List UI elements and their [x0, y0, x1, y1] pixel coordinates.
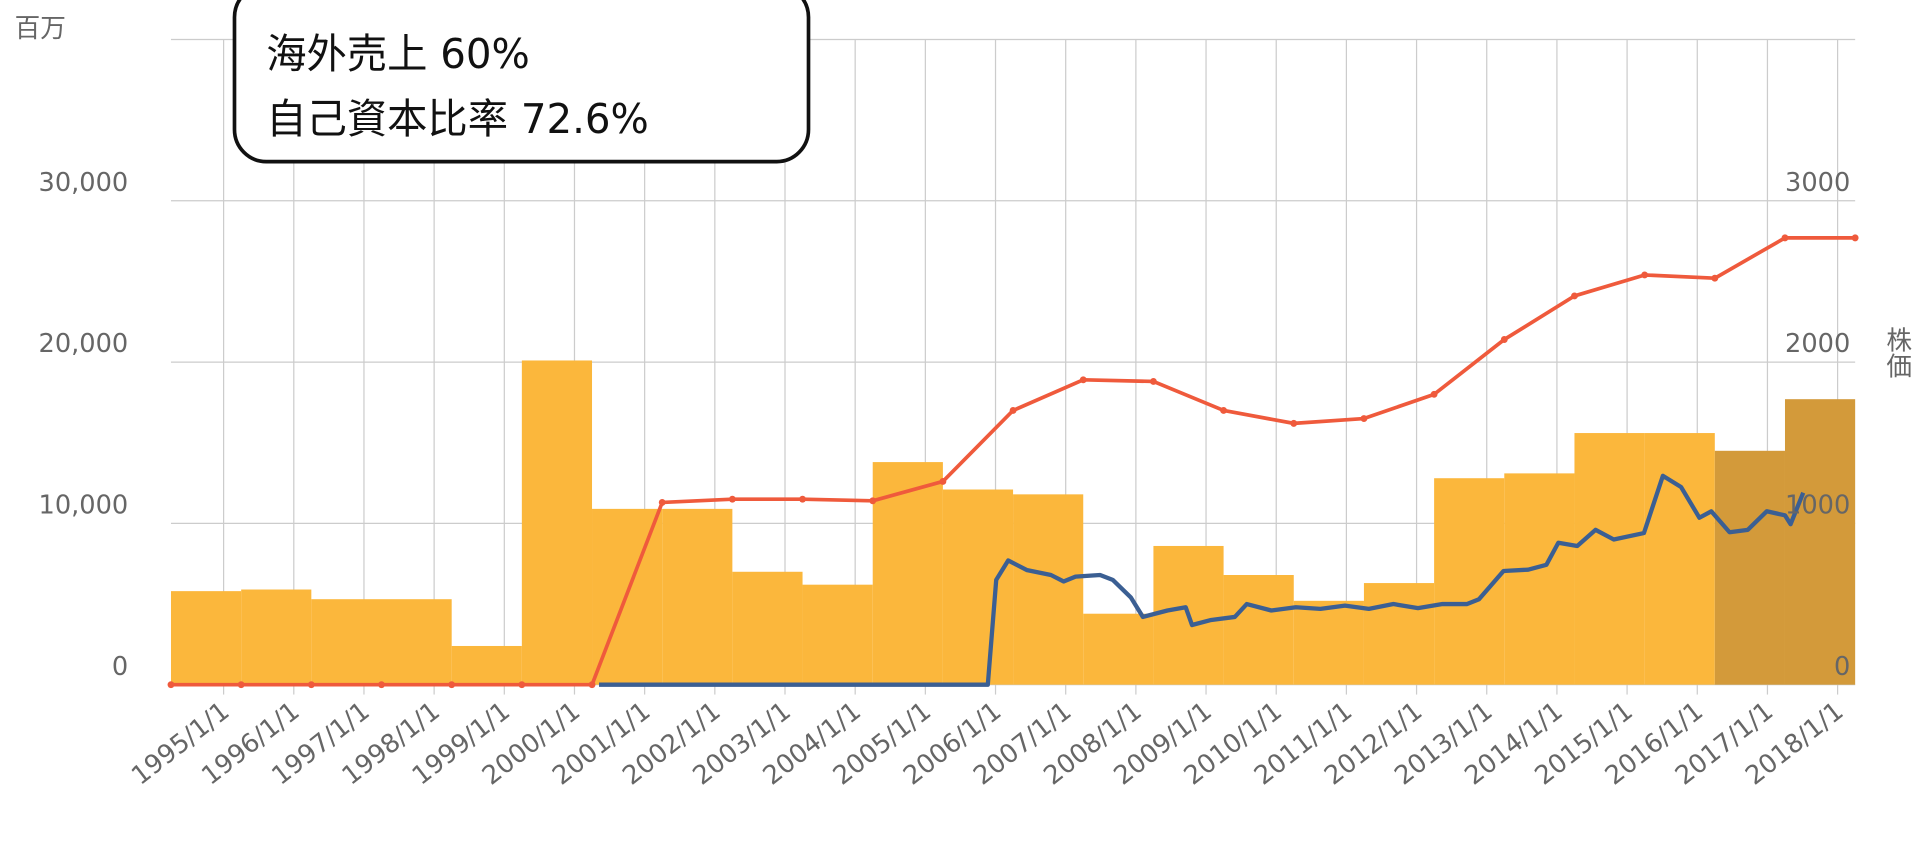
callout-text: 海外売上 60%: [266, 30, 530, 78]
bar: [1083, 613, 1154, 685]
line: [599, 473, 1806, 687]
line-point: [869, 497, 877, 505]
bar: [1714, 450, 1785, 685]
bar: [451, 645, 522, 685]
bar: [942, 489, 1014, 685]
bar: [241, 589, 312, 685]
line-point: [1290, 419, 1298, 427]
line-point: [1571, 292, 1578, 300]
bar: [1223, 575, 1294, 685]
line-point: [1149, 377, 1157, 385]
marks: [167, 234, 1859, 689]
line-point: [728, 495, 736, 503]
callout-box: [232, 0, 811, 164]
line-point: [1851, 234, 1859, 242]
line-point: [448, 681, 456, 689]
bar: [1293, 600, 1364, 685]
y2-tick-label: 0: [1834, 652, 1850, 682]
bar: [802, 584, 873, 685]
line-point: [588, 681, 596, 689]
line-point: [1079, 376, 1087, 384]
callout-text: 自己資本比率 72.6%: [266, 95, 649, 143]
y2-tick-label: 1000: [1785, 490, 1850, 520]
y2-tick-label: 3000: [1785, 168, 1850, 198]
bar: [732, 571, 803, 685]
bar: [1013, 494, 1084, 685]
line-point: [1360, 415, 1368, 422]
bar: [662, 508, 733, 685]
line-point: [1430, 390, 1438, 398]
line-point: [307, 681, 315, 689]
y-axis-title: 百万: [15, 14, 66, 44]
line-point: [799, 495, 806, 503]
line-point: [1500, 336, 1508, 343]
line-point: [939, 477, 947, 485]
bar: [311, 599, 382, 685]
y-tick-label: 20,000: [39, 329, 129, 359]
y2-axis-title: 株価: [1882, 327, 1912, 379]
y2-tick-label: 2000: [1785, 329, 1850, 359]
line-point: [167, 681, 175, 689]
y-tick-label: 10,000: [39, 490, 129, 520]
bar: [1784, 399, 1856, 685]
bar: [1363, 583, 1435, 685]
line-point: [378, 681, 385, 689]
line-point: [1711, 274, 1719, 282]
line-point: [1781, 234, 1789, 242]
bar: [381, 599, 452, 685]
y-tick-label: 0: [112, 652, 128, 682]
line-point: [237, 681, 245, 689]
bar: [170, 591, 242, 685]
bar: [521, 360, 593, 685]
bar: [1574, 433, 1645, 685]
bar: [1504, 473, 1575, 685]
bar: [872, 462, 943, 685]
line-point: [518, 681, 526, 689]
line-point: [658, 498, 666, 506]
line-point: [1009, 407, 1017, 414]
line-point: [1220, 407, 1228, 414]
bar: [1644, 433, 1715, 685]
y-tick-label: 30,000: [39, 168, 129, 198]
line-point: [1641, 271, 1649, 279]
